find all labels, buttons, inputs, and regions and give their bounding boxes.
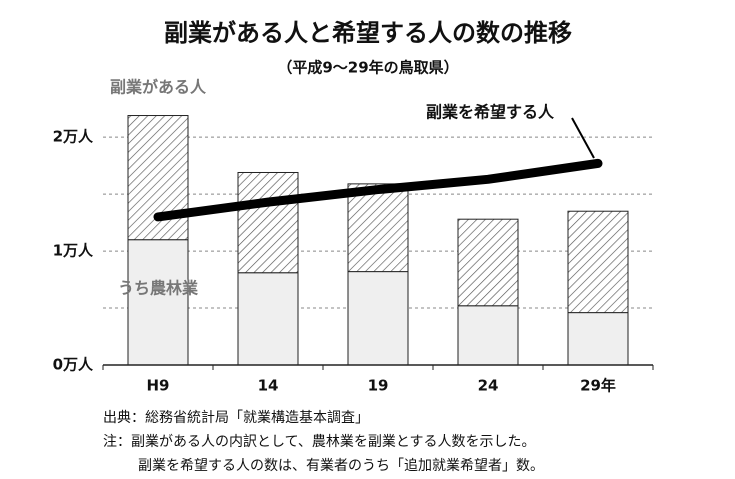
y-tick-label: 1万人 xyxy=(53,242,94,260)
series-label: 副業がある人 xyxy=(110,78,207,97)
x-tick-label: H9 xyxy=(147,377,170,395)
note: 出典：総務省統計局「就業構造基本調査」 xyxy=(103,409,369,426)
note: 副業を希望する人の数は、有業者のうち「追加就業希望者」数。 xyxy=(138,458,544,474)
x-tick-label: 24 xyxy=(478,377,499,395)
y-tick-label: 0万人 xyxy=(53,356,94,374)
bar xyxy=(127,239,189,366)
series-label: 副業を希望する人 xyxy=(426,103,555,122)
chart-subtitle: （平成9～29年の鳥取県） xyxy=(277,59,458,77)
chart-title: 副業がある人と希望する人の数の推移 xyxy=(164,19,572,47)
bar xyxy=(237,272,299,366)
x-tick-label: 19 xyxy=(368,377,389,395)
leader-line xyxy=(571,117,595,159)
bar xyxy=(457,218,519,307)
y-tick-label: 2万人 xyxy=(53,128,94,146)
bar xyxy=(457,305,519,366)
x-tick-label: 14 xyxy=(258,377,279,395)
bar xyxy=(347,183,409,273)
bar xyxy=(567,210,629,314)
bar xyxy=(347,271,409,366)
bar xyxy=(237,171,299,274)
x-tick-label: 29年 xyxy=(580,377,616,395)
bar xyxy=(567,312,629,366)
note: 注：副業がある人の内訳として、農林業を副業とする人数を示した。 xyxy=(103,434,535,450)
series-label: うち農林業 xyxy=(118,279,199,298)
line xyxy=(153,158,603,222)
